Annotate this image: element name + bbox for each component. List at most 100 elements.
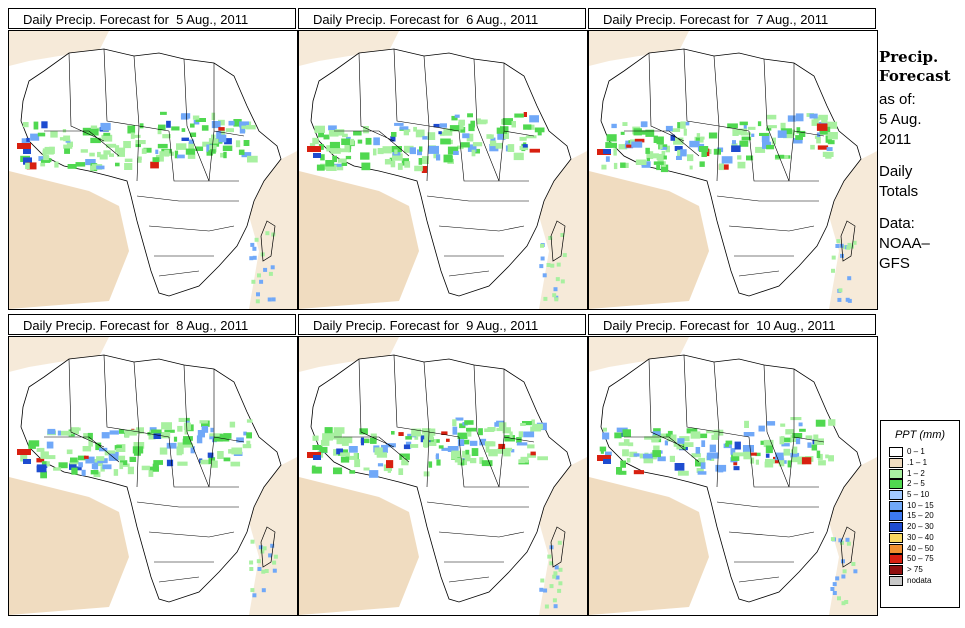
rain-cell xyxy=(847,276,852,281)
rain-cell xyxy=(231,447,243,455)
rain-cell xyxy=(465,449,470,457)
info-sidebar: Precip. Forecast as of: 5 Aug. 2011 Dail… xyxy=(879,48,965,274)
rain-cell xyxy=(436,459,441,466)
rain-cell xyxy=(88,438,93,447)
legend-label: 2 – 5 xyxy=(907,479,925,489)
rain-cell xyxy=(251,279,256,284)
rain-cell xyxy=(667,434,677,442)
rain-cell xyxy=(743,432,755,437)
rain-cell xyxy=(543,296,548,301)
rain-cell xyxy=(428,145,439,154)
precip-map xyxy=(8,30,298,310)
rain-cell xyxy=(314,125,325,133)
precip-map xyxy=(298,30,588,310)
rain-cell xyxy=(360,152,370,160)
data-source-line-2: GFS xyxy=(879,255,910,272)
rain-cell xyxy=(36,458,45,463)
rain-cell xyxy=(495,142,503,149)
rain-cell xyxy=(410,444,419,448)
rain-cell xyxy=(85,159,96,166)
legend-item: 2 – 5 xyxy=(881,479,959,490)
rain-cell xyxy=(342,133,348,138)
rain-cell xyxy=(423,471,430,477)
rain-cell xyxy=(488,449,498,457)
rain-cell xyxy=(399,453,410,460)
rain-cell xyxy=(471,149,476,157)
rain-cell xyxy=(324,427,333,434)
rain-cell xyxy=(813,434,819,440)
rain-cell xyxy=(174,150,179,159)
rain-cell xyxy=(841,559,845,564)
rain-cell xyxy=(683,121,690,126)
rain-cell xyxy=(115,162,120,167)
rain-cell xyxy=(82,127,91,136)
rain-cell xyxy=(656,153,664,160)
rain-cell xyxy=(441,431,448,435)
rain-cell xyxy=(696,133,701,138)
rain-cell xyxy=(645,147,650,154)
heavy-rain-cell xyxy=(603,459,611,464)
country-borders xyxy=(334,354,535,583)
legend-item: 15 – 20 xyxy=(881,511,959,522)
rain-cell xyxy=(100,122,111,131)
rain-cell xyxy=(50,131,58,138)
rain-cell xyxy=(166,459,174,467)
rain-cell xyxy=(560,279,565,284)
rain-cell xyxy=(117,150,125,157)
rain-cell xyxy=(218,134,227,143)
rain-cell xyxy=(763,439,774,448)
rain-cell xyxy=(423,439,430,448)
rain-cell xyxy=(844,600,849,604)
rain-cell xyxy=(766,125,777,129)
rain-cell xyxy=(737,161,746,169)
legend-swatch xyxy=(889,468,903,479)
rain-cell xyxy=(33,121,39,130)
rain-cell xyxy=(329,141,340,149)
rain-cell xyxy=(529,115,539,123)
rain-cell xyxy=(562,253,567,258)
rain-cell xyxy=(340,456,350,463)
rain-cell xyxy=(560,233,565,237)
rain-cell xyxy=(177,154,185,159)
rain-cell xyxy=(435,453,439,457)
rain-cell xyxy=(605,142,612,148)
rain-cell xyxy=(385,443,396,448)
rain-cell xyxy=(790,129,796,136)
rain-cell xyxy=(757,121,762,127)
rain-cell xyxy=(117,448,124,452)
map-canvas xyxy=(9,337,297,615)
rain-cell xyxy=(765,445,773,454)
rain-cell xyxy=(509,431,513,439)
dry-region xyxy=(9,477,129,615)
rain-cell xyxy=(228,449,234,454)
rain-cell xyxy=(751,133,755,137)
rain-cell xyxy=(70,427,79,435)
rain-cell xyxy=(82,446,92,452)
rain-cell xyxy=(851,562,856,566)
island-outline xyxy=(550,220,566,262)
rain-cell xyxy=(439,131,445,136)
rain-cell xyxy=(818,460,826,466)
rain-cell xyxy=(611,123,617,129)
rain-cell xyxy=(246,419,253,423)
rain-cell xyxy=(534,127,545,133)
rain-cell xyxy=(43,154,49,161)
rain-cell xyxy=(842,569,847,574)
legend-swatch xyxy=(889,554,903,565)
forecast-panel-7-aug: Daily Precip. Forecast for 7 Aug., 2011 xyxy=(588,8,878,310)
rain-cell xyxy=(262,546,267,551)
rain-cell xyxy=(260,549,265,554)
rain-cell xyxy=(193,119,200,125)
rain-cell xyxy=(401,456,406,462)
rain-cell xyxy=(755,459,759,465)
rain-cell xyxy=(554,565,559,570)
rain-cell xyxy=(353,452,358,460)
rain-cell xyxy=(114,445,122,450)
rain-cell xyxy=(485,441,494,447)
rain-cell xyxy=(246,440,251,445)
rain-cell xyxy=(421,166,428,173)
rain-cell xyxy=(187,154,196,159)
rain-cell xyxy=(348,446,358,453)
rain-cell xyxy=(135,140,146,145)
rain-cell xyxy=(209,433,220,437)
